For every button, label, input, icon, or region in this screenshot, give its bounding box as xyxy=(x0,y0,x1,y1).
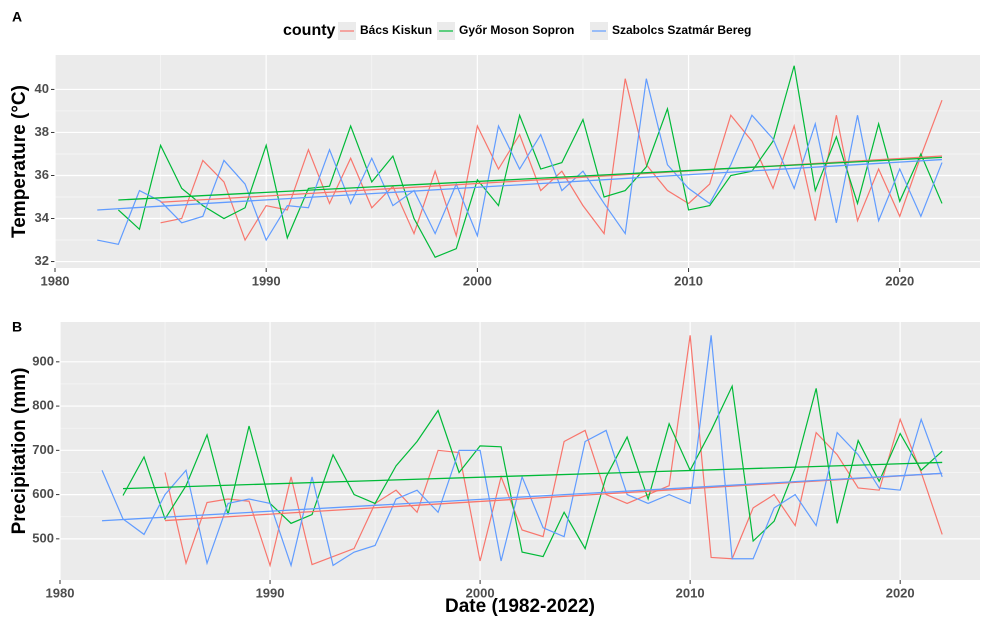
x-tick-label: 1990 xyxy=(256,585,285,600)
y-axis-title: Temperature (°C) xyxy=(9,85,30,238)
y-axis-title: Precipitation (mm) xyxy=(9,368,30,535)
legend-label: Győr Moson Sopron xyxy=(459,23,574,37)
legend-title: county xyxy=(283,22,336,39)
series-line xyxy=(97,78,943,246)
x-tick-label: 1980 xyxy=(46,585,75,600)
x-tick-label: 2020 xyxy=(886,585,915,600)
x-tick-label: 2010 xyxy=(676,585,705,600)
legend-label: Bács Kiskun xyxy=(360,23,432,37)
y-tick-label: 500 xyxy=(32,530,54,545)
panel-tag: B xyxy=(12,319,22,335)
series-line xyxy=(122,384,943,558)
x-axis-title: Date (1982-2022) xyxy=(445,596,595,617)
x-tick-label: 1990 xyxy=(252,273,281,288)
trend-line xyxy=(97,158,943,211)
trend-line xyxy=(118,156,943,201)
x-tick-label: 2010 xyxy=(674,273,703,288)
y-tick-label: 32 xyxy=(35,253,49,268)
y-tick-label: 40 xyxy=(35,81,49,96)
x-tick-label: 2000 xyxy=(463,273,492,288)
series-line xyxy=(101,335,943,568)
series-line xyxy=(164,335,943,568)
y-tick-label: 38 xyxy=(35,124,49,139)
y-tick-label: 600 xyxy=(32,486,54,501)
plot-background xyxy=(55,55,980,268)
x-tick-label: 2000 xyxy=(466,585,495,600)
plot-background xyxy=(60,322,980,580)
y-tick-label: 800 xyxy=(32,398,54,413)
panel-tag: A xyxy=(12,9,22,25)
y-tick-label: 34 xyxy=(35,210,50,225)
x-tick-label: 1980 xyxy=(41,273,70,288)
x-tick-label: 2020 xyxy=(885,273,914,288)
series-line xyxy=(160,78,943,242)
legend-label: Szabolcs Szatmár Bereg xyxy=(612,23,751,37)
y-tick-label: 700 xyxy=(32,442,54,457)
y-tick-label: 36 xyxy=(35,167,49,182)
trend-line xyxy=(122,461,943,490)
y-tick-label: 900 xyxy=(32,353,54,368)
series-line xyxy=(117,65,943,258)
trend-line xyxy=(101,472,943,522)
